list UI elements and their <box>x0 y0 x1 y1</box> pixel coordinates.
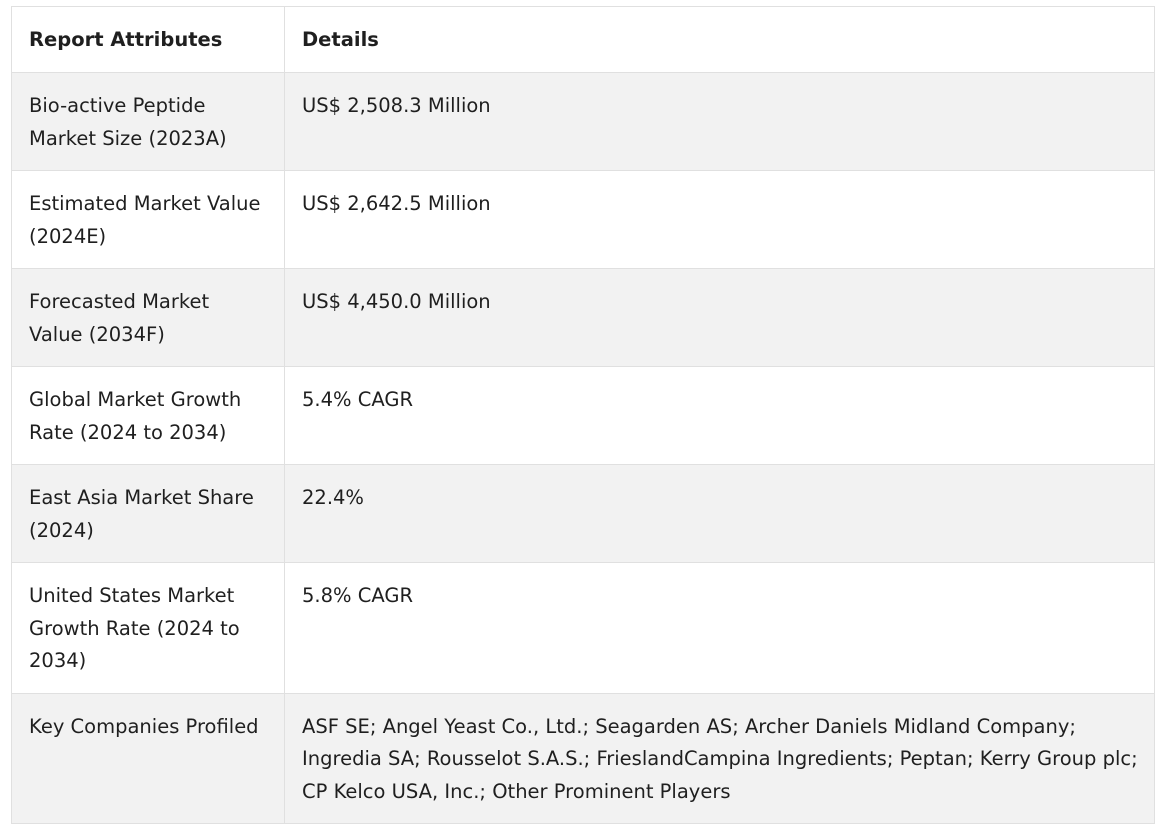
details-cell: 22.4% <box>284 464 1155 563</box>
attribute-cell: Forecasted Market Value (2034F) <box>11 268 285 367</box>
attribute-cell: East Asia Market Share (2024) <box>11 464 285 563</box>
details-cell: ASF SE; Angel Yeast Co., Ltd.; Seagarden… <box>284 692 1155 824</box>
table-row: United States Market Growth Rate (2024 t… <box>11 562 1155 694</box>
report-attributes-table: Report Attributes Details Bio-active Pep… <box>11 6 1155 824</box>
attribute-cell: Estimated Market Value (2024E) <box>11 170 285 269</box>
header-details: Details <box>284 6 1155 73</box>
table-row: Key Companies Profiled ASF SE; Angel Yea… <box>11 692 1155 824</box>
details-cell: US$ 2,508.3 Million <box>284 72 1155 171</box>
details-cell: 5.4% CAGR <box>284 366 1155 465</box>
details-cell: US$ 4,450.0 Million <box>284 268 1155 367</box>
details-cell: 5.8% CAGR <box>284 562 1155 694</box>
details-cell: US$ 2,642.5 Million <box>284 170 1155 269</box>
attribute-cell: Global Market Growth Rate (2024 to 2034) <box>11 366 285 465</box>
table-row: Global Market Growth Rate (2024 to 2034)… <box>11 366 1155 465</box>
header-report-attributes: Report Attributes <box>11 6 285 73</box>
attribute-cell: Key Companies Profiled <box>11 692 285 824</box>
table-header-row: Report Attributes Details <box>11 6 1155 73</box>
table-row: Forecasted Market Value (2034F) US$ 4,45… <box>11 268 1155 367</box>
attribute-cell: Bio-active Peptide Market Size (2023A) <box>11 72 285 171</box>
table-row: Estimated Market Value (2024E) US$ 2,642… <box>11 170 1155 269</box>
attribute-cell: United States Market Growth Rate (2024 t… <box>11 562 285 694</box>
table-row: East Asia Market Share (2024) 22.4% <box>11 464 1155 563</box>
table-row: Bio-active Peptide Market Size (2023A) U… <box>11 72 1155 171</box>
